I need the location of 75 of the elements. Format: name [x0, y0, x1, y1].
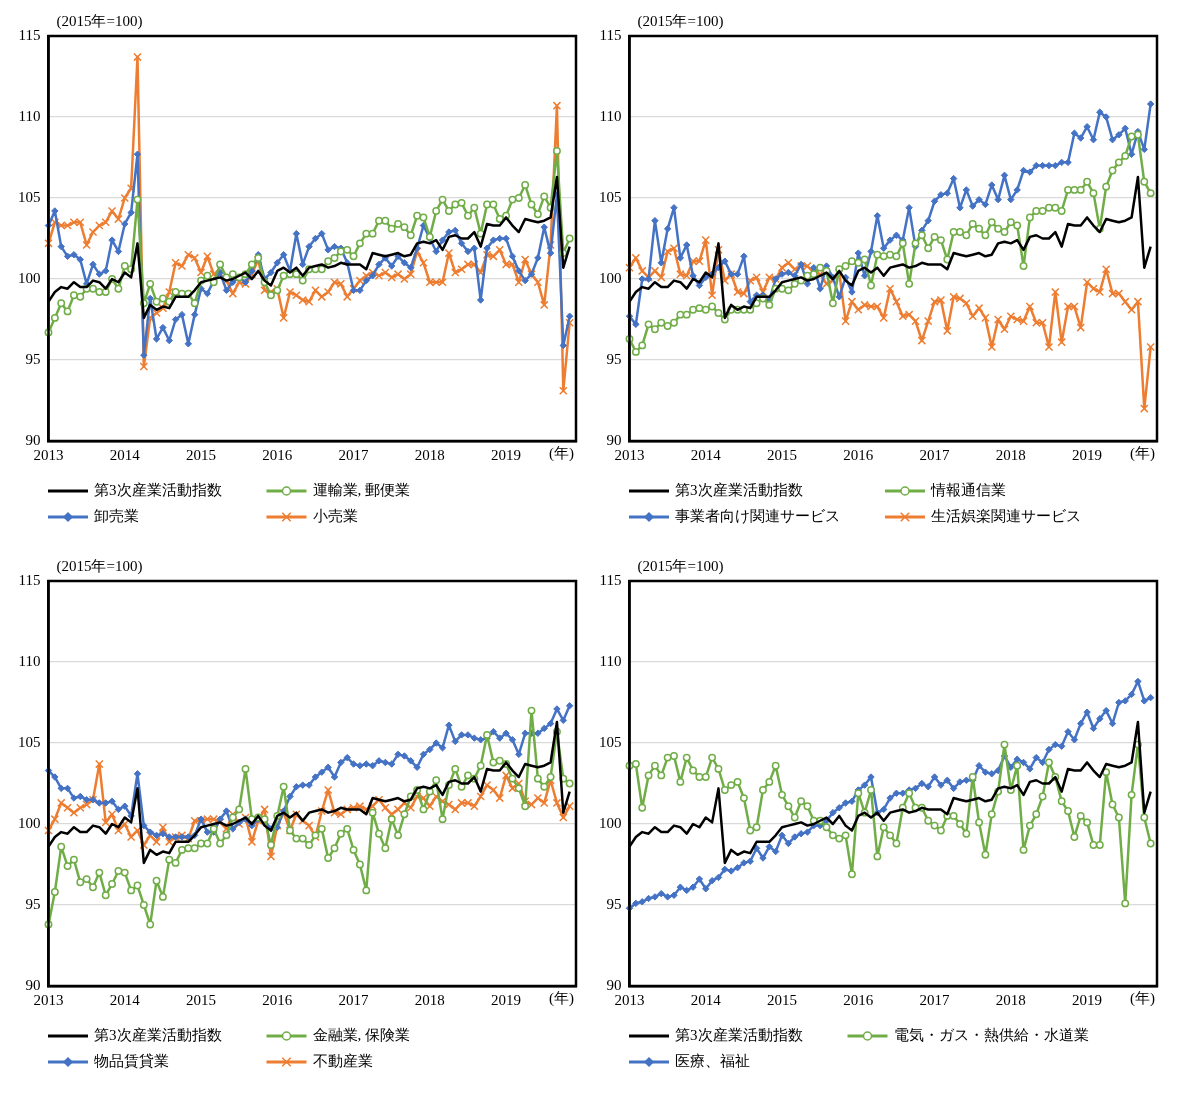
legend-label: 生活娯楽関連サービス: [931, 507, 1081, 524]
y-tick-label: 100: [18, 269, 41, 286]
y-tick-label: 100: [18, 814, 41, 831]
y-tick-label: 110: [18, 107, 41, 124]
x-tick-label: 2016: [843, 446, 874, 463]
legend-label: 不動産業: [312, 1052, 373, 1069]
x-tick-label: 2019: [1072, 446, 1103, 463]
x-tick-label: 2017: [919, 991, 951, 1008]
legend-label: 事業者向け関連サービス: [675, 507, 840, 524]
x-tick-label: 2015: [186, 446, 217, 463]
y-tick-label: 95: [606, 895, 622, 912]
y-tick-label: 105: [599, 733, 622, 750]
y-axis-title: (2015年=100): [637, 13, 724, 31]
y-tick-label: 90: [606, 976, 622, 993]
legend-label: 運輸業, 郵便業: [312, 481, 410, 498]
y-tick-label: 115: [18, 571, 41, 588]
y-axis-title: (2015年=100): [56, 558, 143, 576]
x-axis-title: (年): [549, 445, 574, 463]
x-tick-label: 2016: [843, 991, 874, 1008]
y-tick-label: 115: [599, 571, 622, 588]
legend-label: 第3次産業活動指数: [94, 1026, 222, 1043]
y-axis-title: (2015年=100): [56, 13, 143, 31]
x-tick-label: 2013: [614, 446, 645, 463]
y-tick-label: 115: [599, 26, 622, 43]
x-tick-label: 2014: [690, 446, 722, 463]
y-tick-label: 90: [25, 431, 41, 448]
y-tick-label: 105: [599, 188, 622, 205]
x-tick-label: 2015: [186, 991, 217, 1008]
y-tick-label: 115: [18, 26, 41, 43]
x-axis-title: (年): [1130, 445, 1155, 463]
x-tick-label: 2018: [414, 446, 445, 463]
y-tick-label: 90: [606, 431, 622, 448]
x-tick-label: 2019: [491, 991, 522, 1008]
y-tick-label: 90: [25, 976, 41, 993]
x-tick-label: 2017: [338, 991, 370, 1008]
legend-label: 卸売業: [94, 507, 139, 524]
y-tick-label: 110: [599, 652, 622, 669]
y-tick-label: 100: [599, 814, 622, 831]
x-tick-label: 2015: [767, 991, 798, 1008]
y-tick-label: 110: [18, 652, 41, 669]
legend-label: 金融業, 保険業: [312, 1026, 410, 1043]
x-tick-label: 2015: [767, 446, 798, 463]
legend-label: 物品賃貸業: [94, 1052, 169, 1069]
legend-label: 第3次産業活動指数: [94, 481, 222, 498]
x-tick-label: 2019: [1072, 991, 1103, 1008]
legend-label: 第3次産業活動指数: [675, 1026, 803, 1043]
y-tick-label: 105: [18, 188, 41, 205]
y-tick-label: 95: [606, 350, 622, 367]
x-tick-label: 2013: [33, 991, 64, 1008]
x-tick-label: 2018: [995, 991, 1026, 1008]
x-tick-label: 2014: [109, 991, 141, 1008]
x-tick-label: 2014: [690, 991, 722, 1008]
x-tick-label: 2013: [614, 991, 645, 1008]
x-tick-label: 2013: [33, 446, 64, 463]
x-tick-label: 2017: [338, 446, 370, 463]
x-tick-label: 2016: [262, 446, 293, 463]
legend-label: 電気・ガス・熱供給・水道業: [893, 1026, 1089, 1043]
x-tick-label: 2019: [491, 446, 522, 463]
x-axis-title: (年): [1130, 990, 1155, 1008]
x-tick-label: 2018: [414, 991, 445, 1008]
y-tick-label: 95: [25, 350, 41, 367]
x-axis-title: (年): [549, 990, 574, 1008]
y-tick-label: 95: [25, 895, 41, 912]
y-axis-title: (2015年=100): [637, 558, 724, 576]
x-tick-label: 2017: [919, 446, 951, 463]
x-tick-label: 2016: [262, 991, 293, 1008]
x-tick-label: 2014: [109, 446, 141, 463]
legend-label: 第3次産業活動指数: [675, 481, 803, 498]
legend-label: 医療、福祉: [675, 1052, 750, 1069]
legend-label: 小売業: [312, 507, 358, 524]
y-tick-label: 100: [599, 269, 622, 286]
y-tick-label: 105: [18, 733, 41, 750]
legend-label: 情報通信業: [930, 481, 1006, 498]
x-tick-label: 2018: [995, 446, 1026, 463]
y-tick-label: 110: [599, 107, 622, 124]
